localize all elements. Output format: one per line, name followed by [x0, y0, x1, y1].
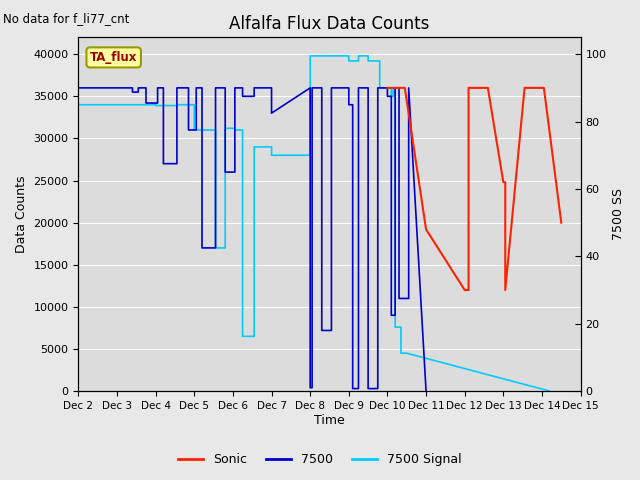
Y-axis label: 7500 SS: 7500 SS [612, 188, 625, 240]
Legend: Sonic, 7500, 7500 Signal: Sonic, 7500, 7500 Signal [173, 448, 467, 471]
Text: No data for f_li77_cnt: No data for f_li77_cnt [3, 12, 129, 25]
Y-axis label: Data Counts: Data Counts [15, 176, 28, 253]
X-axis label: Time: Time [314, 414, 345, 427]
Text: TA_flux: TA_flux [90, 51, 138, 64]
Title: Alfalfa Flux Data Counts: Alfalfa Flux Data Counts [229, 15, 429, 33]
